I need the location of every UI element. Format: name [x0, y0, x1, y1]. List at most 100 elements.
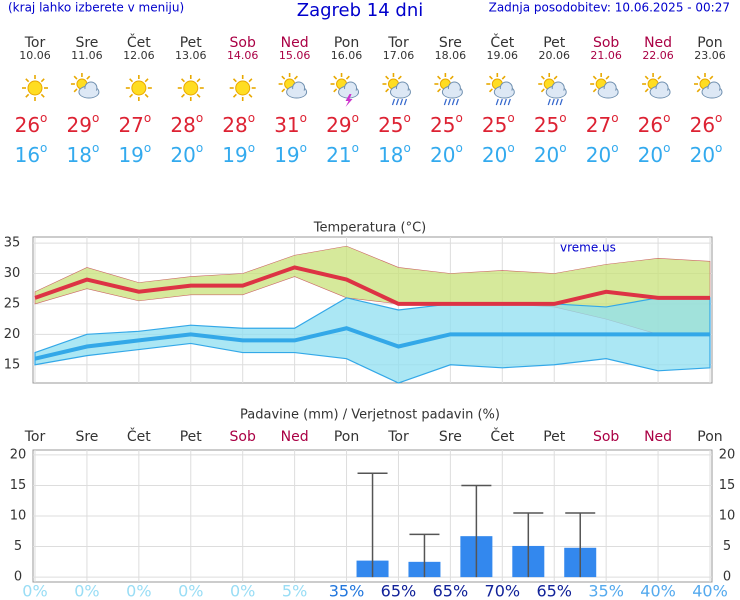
header-note: (kraj lahko izberete v meniju)	[8, 1, 184, 15]
degree: o	[404, 111, 411, 125]
day-date: 14.06	[227, 49, 259, 62]
temp-value: 18	[378, 143, 403, 167]
temp-min: 18o	[67, 141, 100, 167]
day-date: 20.06	[538, 49, 570, 62]
rain-drop	[503, 98, 507, 106]
cloud	[651, 88, 670, 98]
y-tick-label-right: 0	[723, 570, 731, 585]
temp-value: 18	[67, 143, 92, 167]
degree: o	[40, 111, 47, 125]
rain-drop	[399, 98, 404, 106]
watermark: vreme.us	[560, 241, 616, 255]
sun-ray	[73, 75, 78, 80]
temp-value: 28	[170, 113, 195, 137]
y-tick-label: 0	[14, 570, 22, 585]
day-date: 15.06	[279, 49, 311, 62]
sun-ray	[397, 75, 402, 80]
temp-max: 28o	[222, 111, 255, 137]
cloud	[339, 88, 358, 98]
sun-ray	[129, 78, 134, 83]
temp-value: 27	[586, 113, 611, 137]
temp-min: 19o	[274, 141, 307, 167]
sun	[235, 80, 251, 96]
temp-min: 20o	[638, 141, 671, 167]
degree: o	[507, 111, 514, 125]
day-name: Pon	[697, 35, 722, 51]
sun-ray	[181, 93, 185, 98]
temp-min: 20o	[430, 141, 463, 167]
weather-icon	[70, 73, 100, 99]
degree: o	[196, 111, 203, 125]
x-tick-label: Ned	[281, 429, 309, 445]
probability-label: 65%	[381, 582, 417, 600]
temp-value: 25	[482, 113, 507, 137]
weather-icon	[278, 73, 308, 99]
sun-ray	[73, 88, 78, 93]
temp-max: 26o	[638, 111, 671, 137]
sun-ray	[25, 93, 30, 98]
sun-ray	[385, 88, 390, 93]
x-tick-label: Pon	[697, 429, 722, 445]
temp-value: 26	[638, 113, 663, 137]
temp-value: 20	[170, 143, 195, 167]
weather-icon	[694, 73, 723, 99]
degree: o	[248, 111, 255, 125]
temp-value: 19	[274, 143, 299, 167]
degree: o	[611, 141, 618, 155]
temp-value: 21	[326, 143, 351, 167]
probability-label: 5%	[282, 582, 307, 600]
sun-ray	[437, 88, 442, 93]
temp-min: 20o	[690, 141, 723, 167]
sun-ray	[281, 88, 286, 93]
sun-ray	[553, 75, 558, 80]
probability-label: 0%	[126, 582, 151, 600]
cloud	[287, 88, 306, 98]
probability-label: 0%	[178, 582, 203, 600]
day-name: Tor	[24, 35, 46, 51]
temp-min: 16o	[15, 141, 48, 167]
x-tick-label: Sre	[439, 429, 462, 445]
rain-drop	[447, 98, 451, 106]
rain-drop	[451, 98, 455, 106]
weather-icon	[538, 73, 567, 106]
sun-ray	[540, 88, 545, 93]
sun-ray	[345, 75, 350, 80]
degree: o	[92, 141, 99, 155]
sun-ray	[196, 93, 201, 98]
rain-drop	[551, 98, 555, 106]
temp-value: 20	[534, 143, 559, 167]
rain-drop	[499, 98, 503, 106]
temp-value: 26	[690, 113, 715, 137]
sun-ray	[281, 75, 286, 80]
sun-ray	[248, 78, 253, 83]
sun-ray	[696, 88, 701, 93]
temp-value: 20	[430, 143, 455, 167]
sun-ray	[293, 75, 298, 80]
cloud	[703, 88, 721, 98]
x-tick-label: Pon	[334, 429, 359, 445]
weather-icon	[229, 75, 256, 101]
day-name: Čet	[127, 33, 151, 51]
cloud	[443, 88, 462, 98]
cloud	[495, 88, 514, 98]
x-tick-label: Ned	[644, 429, 672, 445]
weather-icon	[434, 73, 463, 106]
day-date: 18.06	[435, 49, 467, 62]
temp-max: 28o	[170, 111, 203, 137]
temp-max: 25o	[534, 111, 567, 137]
degree: o	[611, 111, 618, 125]
sun-ray	[86, 75, 91, 80]
day-date: 16.06	[331, 49, 363, 62]
degree: o	[144, 111, 151, 125]
sun-ray	[333, 75, 338, 80]
degree: o	[507, 141, 514, 155]
temp-min: 19o	[118, 141, 151, 167]
day-date: 12.06	[123, 49, 155, 62]
degree: o	[559, 141, 566, 155]
cloud	[547, 88, 566, 98]
sun-ray	[40, 93, 45, 98]
degree: o	[352, 111, 359, 125]
y-tick-label: 5	[14, 539, 22, 554]
rain-drop	[555, 98, 559, 106]
sun-ray	[501, 75, 506, 80]
